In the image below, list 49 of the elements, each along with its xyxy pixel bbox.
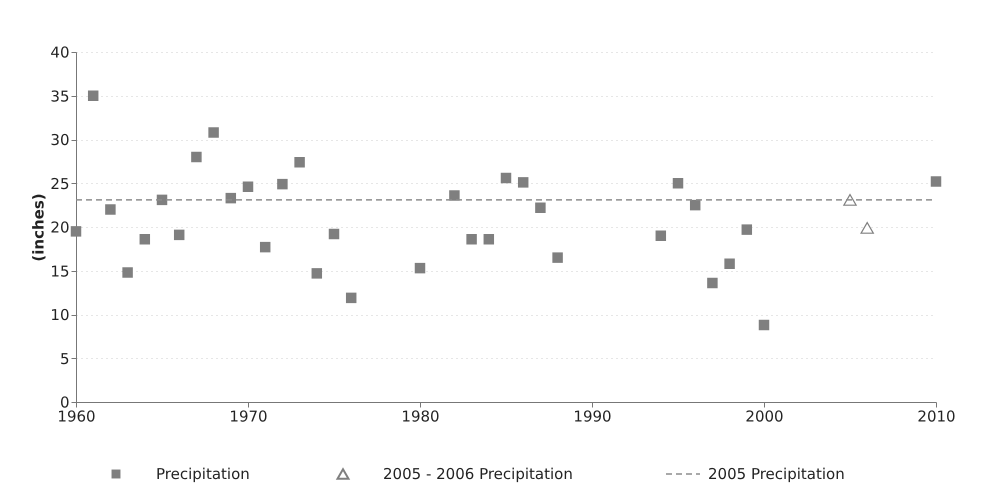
- point: [260, 242, 270, 252]
- legend-label: Precipitation: [156, 465, 250, 483]
- point: [656, 230, 666, 241]
- point: [277, 178, 288, 190]
- y-tick-label: 35: [50, 87, 70, 106]
- point: [724, 258, 735, 269]
- point: [88, 90, 98, 101]
- y-tick-label: 40: [50, 44, 70, 62]
- point: [466, 234, 477, 244]
- point: [500, 172, 512, 184]
- y-axis-title: (inches): [29, 193, 48, 262]
- point: [312, 268, 322, 279]
- y-tick-label: 5: [60, 350, 70, 368]
- point: [208, 127, 219, 138]
- point: [328, 228, 340, 240]
- point: [140, 234, 150, 244]
- point: [294, 157, 305, 168]
- point: [174, 230, 184, 240]
- point: [122, 267, 133, 278]
- point: [672, 178, 684, 188]
- x-tick-label: 2010: [917, 408, 956, 426]
- legend-label: 2005 - 2006 Precipitation: [383, 465, 573, 483]
- point: [535, 202, 546, 213]
- point: [707, 278, 718, 288]
- y-tick-label: 25: [50, 174, 70, 193]
- x-tick-label: 1990: [573, 408, 612, 426]
- y-tick-label: 10: [50, 306, 70, 324]
- point: [191, 152, 202, 162]
- point: [930, 176, 942, 187]
- point: [758, 320, 770, 330]
- x-tick-label: 2000: [745, 408, 784, 426]
- point: [226, 192, 236, 204]
- y-tick-label: 15: [50, 262, 70, 280]
- point: [70, 226, 82, 237]
- y-tick-label: 20: [50, 218, 70, 236]
- x-tick-label: 1970: [229, 408, 268, 426]
- point: [484, 234, 494, 244]
- legend-label: 2005 Precipitation: [708, 465, 845, 483]
- point: [552, 252, 563, 263]
- point: [242, 182, 254, 192]
- y-tick-label: 30: [50, 131, 70, 149]
- point: [105, 204, 116, 215]
- point: [742, 224, 752, 235]
- point: [860, 222, 874, 234]
- point: [518, 177, 528, 188]
- x-tick-label: 1980: [401, 408, 440, 426]
- point: [346, 292, 356, 304]
- point: [690, 200, 700, 210]
- point: [414, 262, 426, 274]
